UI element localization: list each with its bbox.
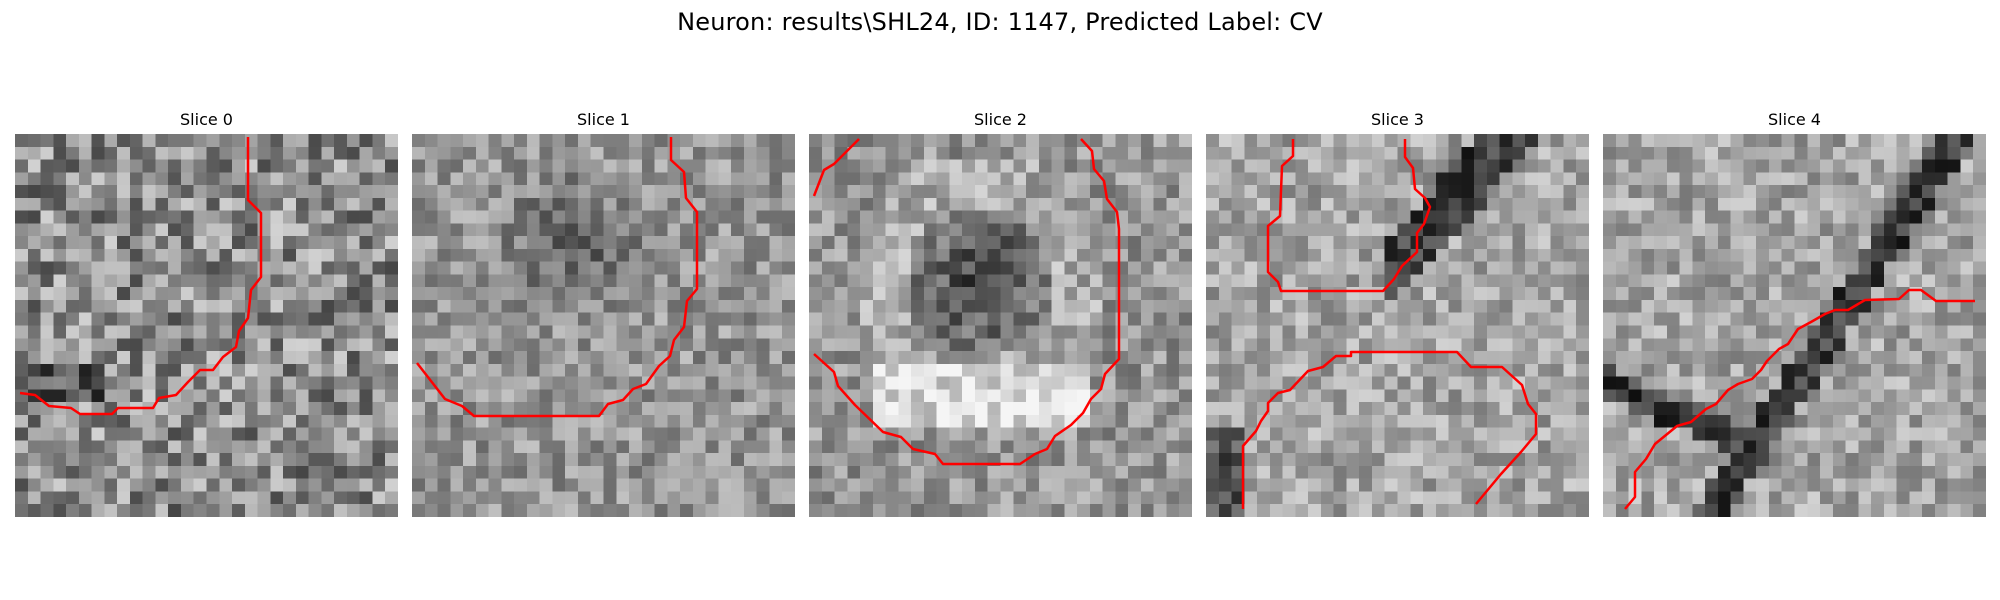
slice-3-contour-lower <box>1241 350 1538 509</box>
panel-title-slice-4: Slice 4 <box>1768 110 1821 129</box>
slice-image-2 <box>809 134 1192 517</box>
slice-2-contour-ring <box>813 138 1121 466</box>
panel-title-slice-2: Slice 2 <box>974 110 1027 129</box>
panel-title-slice-3: Slice 3 <box>1371 110 1424 129</box>
slice-0-contour-overlay <box>19 137 263 416</box>
slice-image-1 <box>412 134 795 517</box>
slice-3-contour-upper <box>1266 139 1432 293</box>
panel-title-slice-0: Slice 0 <box>180 110 233 129</box>
slice-4-contour-overlay <box>1624 288 1975 510</box>
slice-2-contour <box>812 138 860 197</box>
slice-1-contour-overlay <box>416 137 699 418</box>
slice-3-grayscale-image <box>1206 134 1589 517</box>
slice-4-contour <box>1624 288 1975 510</box>
slice-image-4 <box>1603 134 1986 517</box>
slice-2-grayscale-image <box>809 134 1192 517</box>
slice-image-0 <box>15 134 398 517</box>
slice-1-contour <box>416 137 699 418</box>
slice-1-grayscale-image <box>412 134 795 517</box>
slice-0-grayscale-image <box>15 134 398 517</box>
slice-4-grayscale-image <box>1603 134 1986 517</box>
slice-3-contour-overlay <box>1241 139 1538 509</box>
figure-title: Neuron: results\SHL24, ID: 1147, Predict… <box>677 8 1323 36</box>
slice-0-contour <box>19 137 263 416</box>
panel-title-slice-1: Slice 1 <box>577 110 630 129</box>
slice-image-3 <box>1206 134 1589 517</box>
slice-2-contour-overlay <box>812 138 1121 466</box>
